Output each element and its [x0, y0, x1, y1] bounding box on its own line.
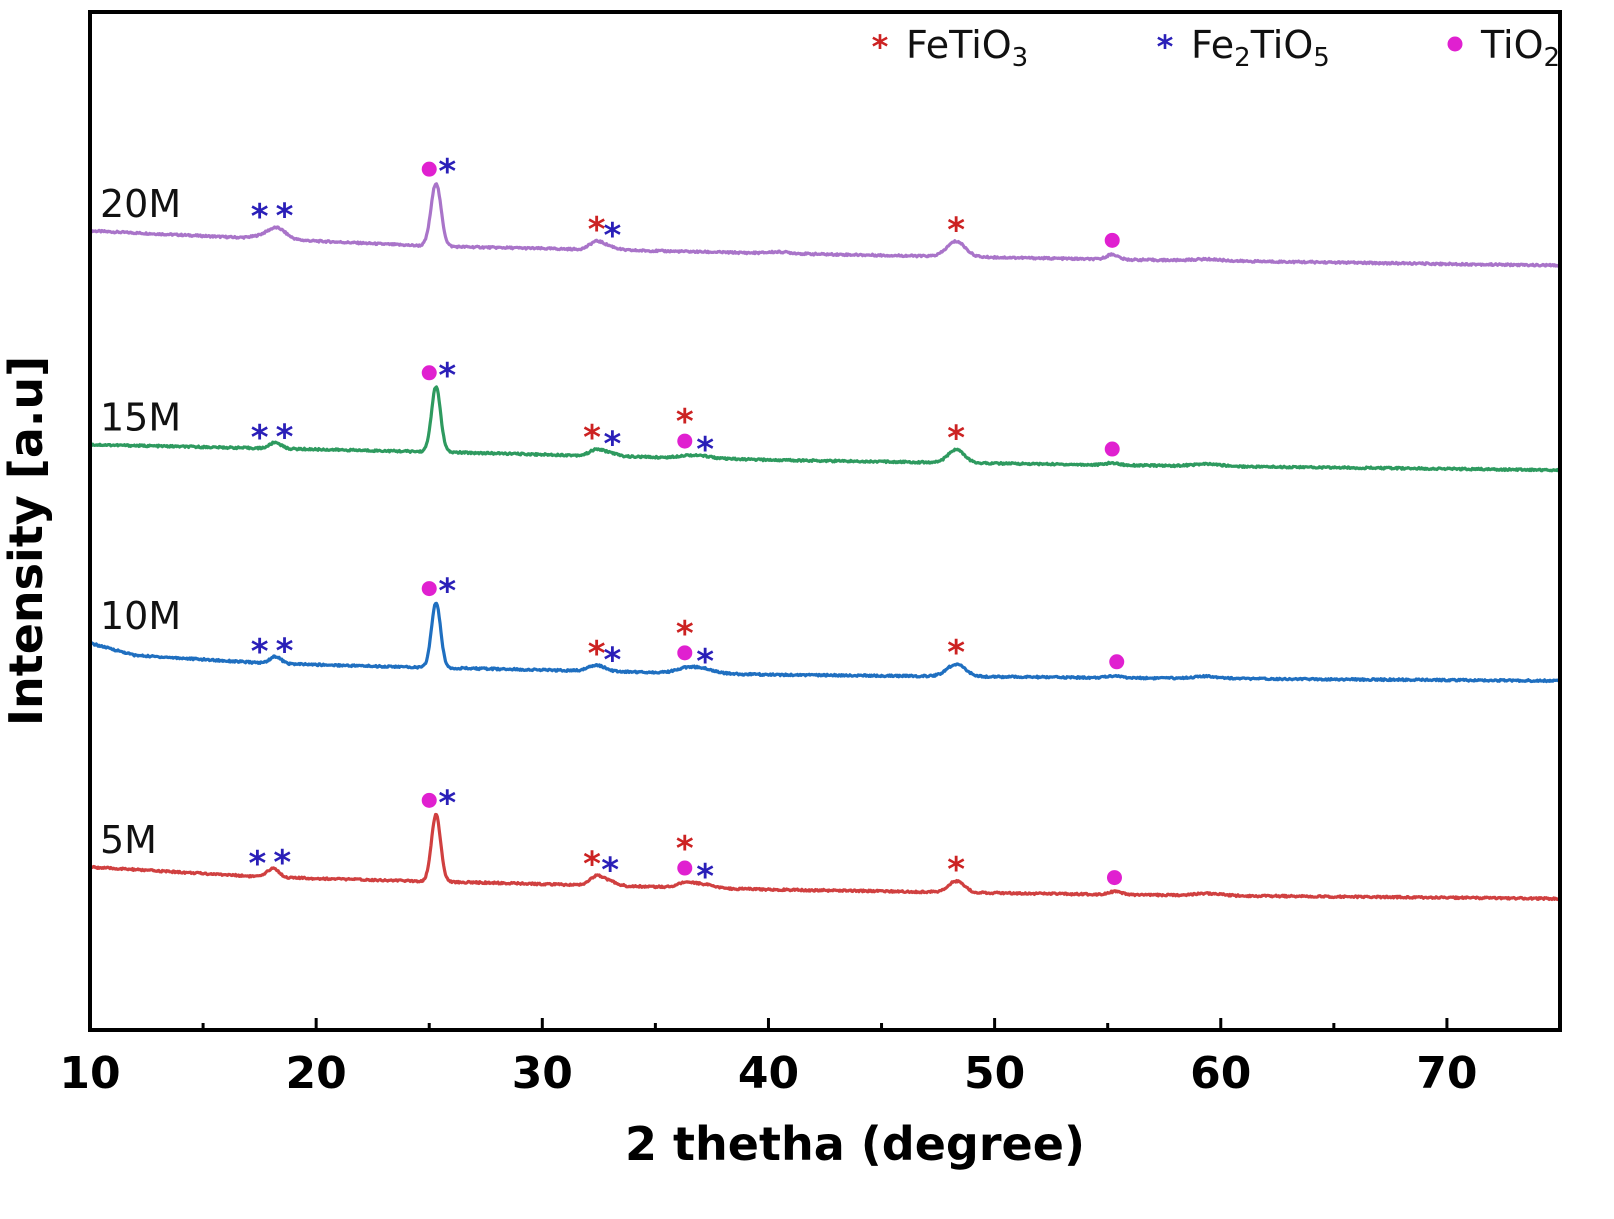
legend-label-FeTiO3: FeTiO3 [906, 23, 1028, 73]
x-tick-label-50: 50 [964, 1048, 1025, 1099]
legend-item-FeTiO3: * FeTiO3 [872, 23, 1029, 73]
marker-fe2tio5-5M-3: * [438, 783, 456, 823]
marker-fe2tio5-15M-5: * [604, 424, 622, 464]
marker-fetio3-15M-4: * [583, 418, 601, 458]
series-label-20M: 20M [100, 182, 181, 226]
series-label-layer: 20M 15M 10M 5M [100, 182, 181, 862]
marker-tio2-20M-7 [1104, 232, 1120, 248]
legend-label-TiO2: TiO2 [1480, 23, 1560, 73]
marker-fe2tio5-10M-5: * [604, 640, 622, 680]
marker-fetio3-10M-9: * [947, 633, 965, 673]
series-label-5M: 5M [100, 818, 157, 862]
marker-tio2-15M-10 [1104, 441, 1120, 457]
marker-fe2tio5-15M-0: * [251, 418, 269, 458]
series-label-10M: 10M [100, 594, 181, 638]
series-layer [88, 182, 1562, 902]
x-tick-label-30: 30 [512, 1048, 573, 1099]
marker-fe2tio5-20M-3: * [438, 152, 456, 192]
marker-tio2-15M-6 [677, 433, 693, 449]
marker-tio2-20M-2 [421, 161, 437, 177]
marker-fe2tio5-15M-1: * [276, 417, 294, 457]
x-axis-title: 2 thetha (degree) [625, 1117, 1085, 1171]
legend-asterisk-icon: * [872, 28, 889, 66]
legend: * FeTiO3 * Fe2TiO5 TiO2 [872, 23, 1560, 73]
marker-fe2tio5-15M-3: * [438, 356, 456, 396]
marker-fe2tio5-5M-5: * [601, 851, 619, 891]
marker-fe2tio5-20M-0: * [251, 197, 269, 237]
marker-fetio3-5M-9: * [947, 850, 965, 890]
x-tick-label-60: 60 [1190, 1048, 1251, 1099]
x-tick-label-10: 10 [59, 1048, 120, 1099]
plot-frame [88, 10, 1562, 1032]
marker-fe2tio5-10M-0: * [251, 632, 269, 672]
marker-fetio3-20M-6: * [947, 210, 965, 250]
marker-fetio3-15M-7: * [676, 402, 694, 442]
marker-tio2-10M-6 [677, 645, 693, 661]
series-label-15M: 15M [100, 396, 181, 440]
marker-fe2tio5-20M-1: * [276, 197, 294, 237]
x-tick-label-40: 40 [738, 1048, 799, 1099]
marker-fe2tio5-10M-1: * [276, 632, 294, 672]
marker-fe2tio5-15M-8: * [696, 430, 714, 470]
marker-fetio3-15M-9: * [947, 419, 965, 459]
marker-tio2-5M-2 [421, 792, 437, 808]
marker-tio2-5M-6 [677, 860, 693, 876]
marker-fe2tio5-10M-8: * [696, 642, 714, 682]
series-line-15M [88, 385, 1562, 473]
marker-fe2tio5-5M-0: * [248, 844, 266, 884]
legend-item-TiO2: TiO2 [1447, 23, 1560, 73]
axes-layer: 10 20 30 40 50 60 70 2 thetha (degree) Intensity… [0, 10, 1562, 1171]
series-line-20M [88, 182, 1561, 268]
peak-marker-layer: * **** ** *** *** ** ****** ** *** *** * [248, 152, 1125, 897]
marker-fe2tio5-5M-1: * [273, 843, 291, 883]
y-axis-title: Intensity [a.u] [0, 356, 53, 726]
marker-fetio3-5M-4: * [583, 845, 601, 885]
marker-fetio3-10M-4: * [588, 634, 606, 674]
marker-tio2-10M-10 [1109, 654, 1125, 670]
marker-fetio3-5M-7: * [676, 829, 694, 869]
marker-fe2tio5-5M-8: * [696, 857, 714, 897]
series-line-5M [88, 812, 1562, 902]
legend-asterisk-icon: * [1157, 28, 1174, 66]
x-tick-label-20: 20 [286, 1048, 347, 1099]
marker-tio2-10M-2 [421, 581, 437, 597]
marker-tio2-15M-2 [421, 365, 437, 381]
marker-tio2-5M-10 [1106, 870, 1122, 886]
legend-dot-icon [1447, 36, 1463, 52]
legend-item-Fe2TiO5: * Fe2TiO5 [1157, 23, 1330, 73]
x-tick-label-70: 70 [1416, 1048, 1477, 1099]
marker-fe2tio5-20M-5: * [604, 216, 622, 256]
marker-fe2tio5-10M-3: * [438, 572, 456, 612]
series-line-10M [89, 601, 1561, 684]
marker-fetio3-10M-7: * [676, 614, 694, 654]
legend-label-Fe2TiO5: Fe2TiO5 [1191, 23, 1330, 73]
marker-fetio3-20M-4: * [588, 210, 606, 250]
